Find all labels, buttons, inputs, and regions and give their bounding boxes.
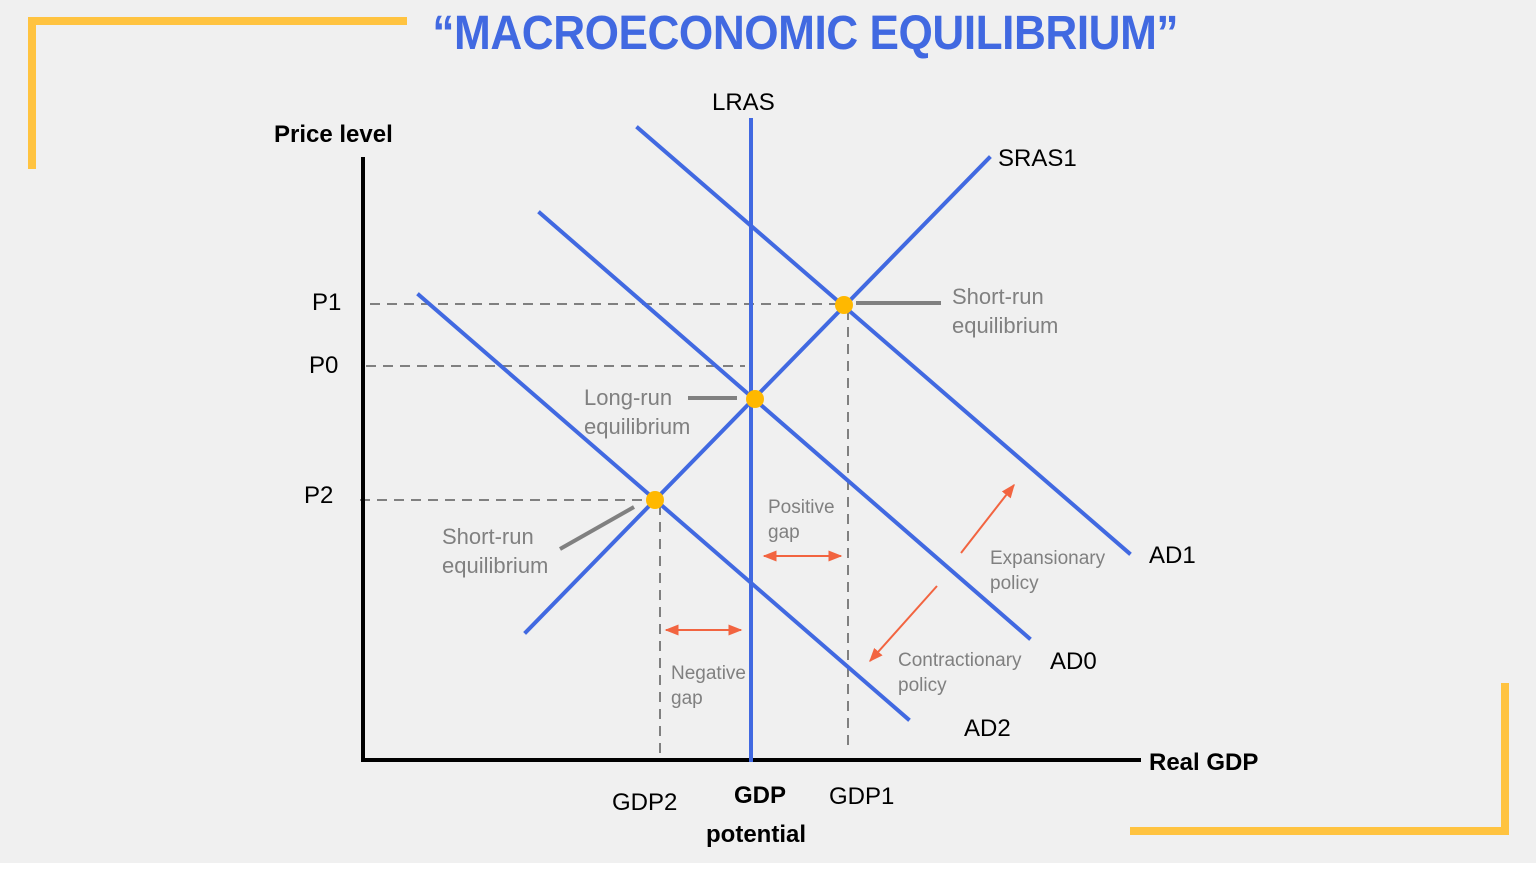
negative-gap-label-line1: Negative [671,663,746,684]
bottom-right-bracket [1130,683,1509,835]
contractionary-label-line2: policy [898,675,947,696]
top-left-bracket [28,17,407,169]
ad1-label: AD1 [1149,542,1196,569]
long-run-label-line2: equilibrium [584,414,690,439]
leader-lines [559,301,941,551]
long-run-label-line1: Long-run [584,385,672,410]
lras-label: LRAS [712,89,775,116]
dashed-guides [360,303,849,760]
p1-label: P1 [312,289,341,316]
short-run-bottom-leader [559,505,635,551]
short-run-top-label-line2: equilibrium [952,313,1058,338]
contractionary-arrow [869,585,938,663]
gdp1-label: GDP1 [829,783,894,810]
short-run-bottom-label-line1: Short-run [442,524,534,549]
short-run-bottom-label-line2: equilibrium [442,553,548,578]
short-run-equilibrium-top-point [835,296,853,314]
page-title: “MACROECONOMIC EQUILIBRIUM” [432,7,1179,60]
equilibrium-points [646,296,853,509]
p0-label: P0 [309,352,338,379]
ad2-curve [416,292,911,722]
positive-gap-label-line1: Positive [768,497,835,518]
gdp2-label: GDP2 [612,789,677,816]
ad0-label: AD0 [1050,648,1097,675]
negative-gap-label-line2: gap [671,688,703,709]
long-run-equilibrium-point [746,390,764,408]
x-axis-label: Real GDP [1149,749,1258,776]
expansionary-label-line2: policy [990,573,1039,594]
y-axis-label: Price level [274,121,393,148]
short-run-equilibrium-bottom-point [646,491,664,509]
gdp-potential-label-line1: GDP [734,782,786,809]
positive-gap-label-line2: gap [768,522,800,543]
expansionary-arrow [960,483,1015,554]
ad0-curve [537,210,1032,641]
expansionary-label-line1: Expansionary [990,548,1106,569]
sras1-label: SRAS1 [998,145,1077,172]
ad1-curve [635,125,1132,556]
arrows [664,483,1015,663]
gdp-potential-label-line2: potential [706,821,806,848]
short-run-top-label-line1: Short-run [952,284,1044,309]
contractionary-label-line1: Contractionary [898,650,1022,671]
p2-label: P2 [304,482,333,509]
ad2-label: AD2 [964,715,1011,742]
